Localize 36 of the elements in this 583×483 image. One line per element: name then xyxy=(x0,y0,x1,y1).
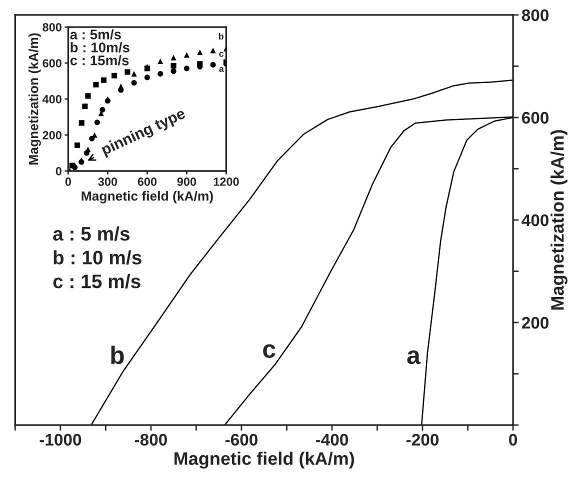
y-axis-title: Magnetization (kA/m) xyxy=(28,33,41,164)
y-tick-label: 600 xyxy=(522,112,548,124)
annotation: a xyxy=(407,350,421,364)
y-tick-label: 0 xyxy=(56,167,62,176)
x-tick-label: -200 xyxy=(406,434,439,446)
y-tick-label: 800 xyxy=(42,23,62,32)
x-axis-title: Magnetic field (kA/m) xyxy=(82,191,213,204)
annotation: a xyxy=(219,66,224,72)
x-tick-label: 600 xyxy=(138,178,157,186)
annotation: b : 10 m/s xyxy=(54,250,142,265)
x-tick-label: 0 xyxy=(509,434,517,446)
y-tick-label: 200 xyxy=(522,316,548,329)
x-tick-label: -600 xyxy=(225,434,258,446)
y-tick-label: 600 xyxy=(42,59,62,68)
x-tick-label: -800 xyxy=(134,434,167,446)
annotation: c : 15m/s xyxy=(70,55,129,66)
y-tick-label: 200 xyxy=(42,131,62,140)
x-tick-label: 300 xyxy=(98,178,118,186)
x-tick-label: 0 xyxy=(65,178,72,186)
annotation: b xyxy=(218,32,224,40)
annotation: b : 10m/s xyxy=(70,42,130,53)
x-axis-title: Magnetic field (kA/m) xyxy=(174,452,354,469)
x-tick-label: -400 xyxy=(316,434,348,446)
y-tick-label: 800 xyxy=(522,9,548,22)
annotation: a : 5 m/s xyxy=(53,226,130,241)
annotation: c : 15 m/s xyxy=(53,274,140,288)
annotation: c xyxy=(263,344,276,358)
annotation: b xyxy=(111,346,124,364)
x-tick-label: -1000 xyxy=(40,434,82,446)
y-tick-label: 400 xyxy=(522,214,548,226)
annotation: c xyxy=(219,52,224,57)
y-tick-label: 400 xyxy=(42,95,62,104)
annotation: a : 5m/s xyxy=(70,29,121,40)
y-axis-title: Magnetization (kA/m) xyxy=(550,130,568,310)
x-tick-label: 1200 xyxy=(214,178,239,186)
x-tick-label: 900 xyxy=(177,178,196,186)
